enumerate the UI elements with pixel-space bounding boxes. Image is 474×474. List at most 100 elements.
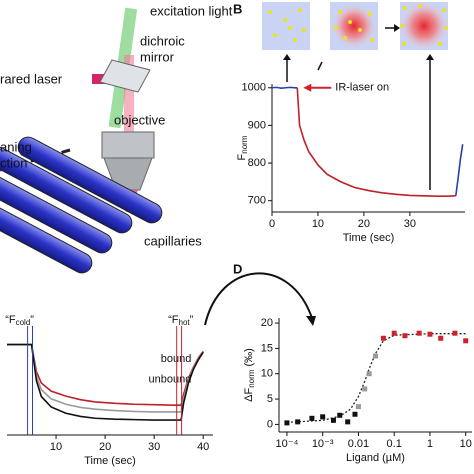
series-label: bound (161, 353, 192, 365)
x-tick-label: 10 (312, 218, 324, 230)
y-axis-label-part: (‰) (243, 348, 255, 369)
data-point (416, 330, 422, 336)
curved-arrow (204, 272, 313, 326)
diagram: excitation light dichroic mirror rared l… (0, 3, 233, 274)
panel-letter: B (233, 1, 242, 16)
dichroic-mirror (99, 59, 151, 93)
label: mirror (140, 49, 175, 64)
marker-label: “Fhot” (168, 314, 194, 327)
y-axis-label-part: norm (247, 369, 256, 388)
data-point (427, 331, 433, 337)
label: excitation light (150, 3, 233, 18)
y-tick-label: 900 (248, 119, 266, 131)
data-point (309, 415, 315, 421)
x-tick-label: 20 (99, 441, 111, 453)
marker-label-part: ” (30, 314, 34, 326)
data-point (391, 330, 397, 336)
marker-label-part: cold (16, 318, 31, 327)
y-tick-label: 800 (248, 157, 266, 169)
x-tick-label: 0.01 (348, 438, 369, 450)
data-point (463, 338, 469, 344)
data-point (452, 330, 458, 336)
capillary (0, 186, 93, 274)
data-point (352, 411, 358, 417)
x-tick-label: 1 (427, 438, 433, 450)
y-axis-label-part: F (236, 153, 248, 160)
x-tick-label: 10 (460, 438, 472, 450)
data-point (373, 353, 378, 359)
x-tick-label: 0 (269, 218, 275, 230)
x-axis-label: Ligand (µM) (346, 452, 405, 464)
x-tick-label: 10⁻⁴ (276, 438, 299, 450)
label: objective (114, 112, 165, 127)
data-point (366, 371, 372, 377)
panel-letter: D (233, 261, 242, 276)
marker-label-part: “F (5, 314, 16, 326)
x-axis-label: Time (sec) (84, 455, 136, 467)
x-tick-label: 40 (197, 441, 209, 453)
marker-label: “Fcold” (5, 314, 34, 327)
capillaries (0, 136, 163, 274)
y-tick-label: 1000 (242, 82, 266, 94)
y-axis-label-part: norm (240, 135, 249, 154)
data-point (402, 333, 408, 339)
heat-spot (400, 2, 448, 50)
data-line (296, 87, 456, 197)
arrow-head (426, 54, 434, 60)
x-tick-label: 10 (50, 441, 62, 453)
x-axis-label: Time (sec) (343, 232, 395, 244)
data-point (330, 417, 336, 423)
data-point (362, 386, 368, 392)
y-tick-label: 700 (248, 195, 266, 207)
label: rared laser (0, 71, 63, 86)
y-tick-label: 10 (261, 368, 273, 380)
annotation-arrow-head (303, 83, 312, 92)
molecules (268, 4, 448, 46)
y-tick-label: 15 (261, 342, 273, 354)
label: ction (0, 155, 27, 170)
arrow-head (283, 54, 291, 60)
x-tick-label: 30 (404, 218, 416, 230)
data-point (320, 414, 326, 420)
data-line (271, 86, 298, 89)
data-point (337, 412, 343, 418)
y-tick-label: 20 (261, 317, 273, 329)
arrow (317, 61, 323, 71)
y-axis-label-part: ΔF (243, 388, 255, 402)
label: dichroic (140, 33, 185, 48)
label: capillaries (144, 233, 202, 248)
marker-label-part: hot (179, 318, 191, 327)
y-tick-label: 5 (267, 393, 273, 405)
y-tick-label: 0 (267, 418, 273, 430)
y-axis-label: Fnorm (236, 135, 249, 160)
data-point (284, 420, 290, 426)
data-point (355, 404, 361, 410)
data-line (455, 144, 464, 196)
ir-beam (124, 55, 134, 135)
data-line (286, 333, 466, 424)
y-axis-label: ΔFnorm (‰) (243, 348, 256, 402)
objective-top (101, 131, 155, 159)
x-tick-label: 30 (148, 441, 160, 453)
data-point (438, 335, 444, 341)
data-point (380, 335, 386, 341)
heat-spot (332, 4, 376, 48)
annotation: IR-laser on (335, 82, 389, 94)
marker-label-part: ” (190, 314, 194, 326)
arrow-head (394, 24, 400, 32)
x-tick-label: 10⁻³ (312, 438, 334, 450)
capillary (0, 146, 133, 234)
data-point (345, 419, 351, 425)
capillary (17, 136, 163, 224)
series-label: unbound (149, 373, 192, 385)
capillary (0, 166, 113, 254)
label: aning (0, 139, 32, 154)
data-point (295, 419, 301, 425)
thumbnails (262, 2, 448, 190)
x-tick-label: 20 (358, 218, 370, 230)
thumbnail (262, 2, 310, 50)
x-tick-label: 0.1 (387, 438, 402, 450)
arrow-head (306, 316, 316, 326)
marker-label-part: “F (168, 314, 179, 326)
